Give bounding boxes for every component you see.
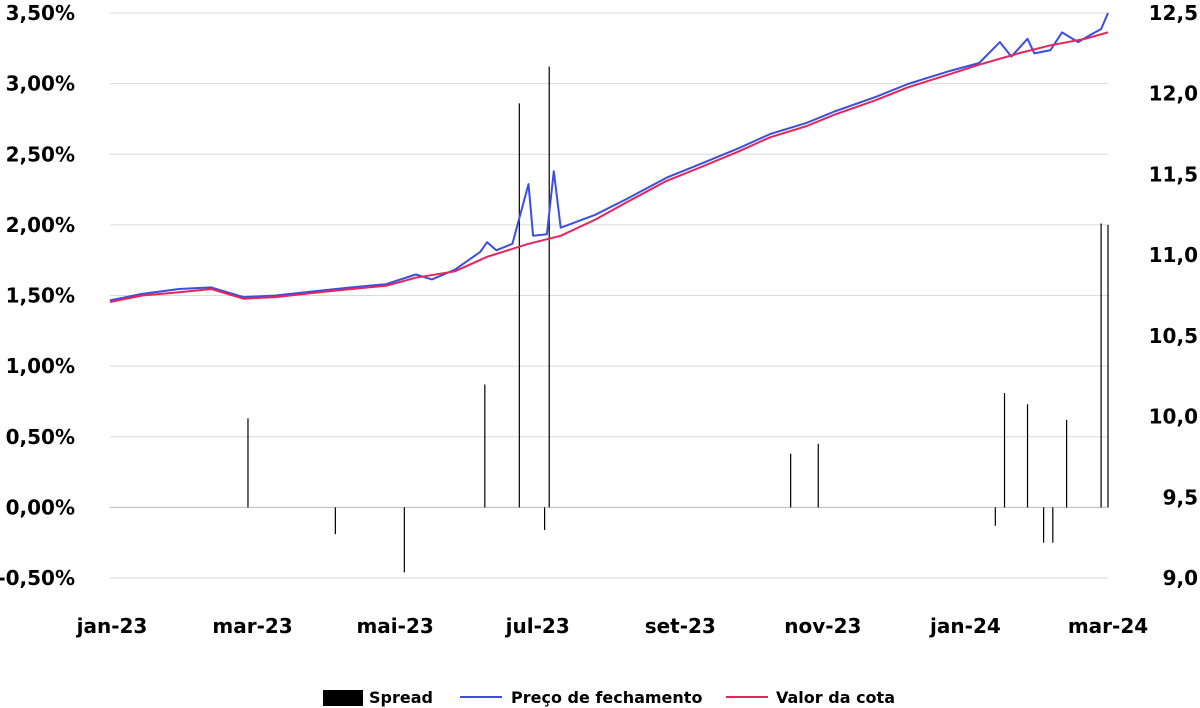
series-line — [109, 31, 1109, 303]
left-tick-label: 3,50% — [6, 1, 75, 25]
x-tick-label: mar-24 — [1068, 614, 1148, 638]
right-tick-label: 11,5 — [1149, 162, 1198, 186]
series-line — [109, 12, 1109, 302]
left-tick-label: 2,00% — [6, 213, 75, 237]
right-tick-label: 9,0 — [1163, 566, 1198, 590]
x-tick-label: jan-23 — [76, 614, 148, 638]
right-axis-ticks: 9,0 9,5 10,0 10,5 11,0 11,5 12,0 12,5 — [1149, 1, 1198, 590]
x-tick-label: mai-23 — [356, 614, 433, 638]
left-tick-label: 0,50% — [6, 425, 75, 449]
gridlines — [110, 12, 1108, 579]
spread-bars — [247, 66, 1109, 573]
legend: Spread Preço de fechamento Valor da cota — [323, 688, 895, 707]
left-tick-label: 2,50% — [6, 142, 75, 166]
right-tick-label: 9,5 — [1163, 485, 1198, 509]
right-tick-label: 11,0 — [1149, 243, 1198, 267]
left-tick-label: 1,50% — [6, 284, 75, 308]
x-tick-label: set-23 — [645, 614, 716, 638]
x-tick-label: jul-23 — [505, 614, 570, 638]
x-tick-label: mar-23 — [212, 614, 292, 638]
right-tick-label: 10,0 — [1149, 405, 1198, 429]
x-tick-label: jan-24 — [929, 614, 1001, 638]
legend-label-preco: Preço de fechamento — [511, 688, 702, 707]
left-tick-label: 0,00% — [6, 495, 75, 519]
left-tick-label: 1,00% — [6, 354, 75, 378]
right-tick-label: 10,5 — [1149, 324, 1198, 348]
left-axis-ticks: -0,50% 0,00% 0,50% 1,00% 1,50% 2,00% 2,50% 3,00… — [0, 1, 75, 590]
left-tick-label: 3,00% — [6, 72, 75, 96]
left-tick-label: -0,50% — [0, 566, 75, 590]
right-tick-label: 12,5 — [1149, 1, 1198, 25]
right-tick-label: 12,0 — [1149, 82, 1198, 106]
legend-swatch-spread — [323, 690, 363, 706]
legend-label-valor: Valor da cota — [776, 688, 895, 707]
series-lines — [109, 12, 1109, 303]
x-axis-ticks: jan-23 mar-23 mai-23 jul-23 set-23 nov-23 jan-… — [76, 614, 1149, 638]
x-tick-label: nov-23 — [784, 614, 861, 638]
legend-label-spread: Spread — [369, 688, 433, 707]
